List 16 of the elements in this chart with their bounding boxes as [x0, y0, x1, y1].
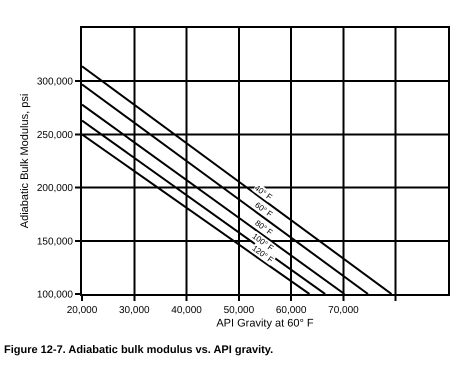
y-tick-label: 150,000 [36, 236, 74, 248]
x-axis-title: API Gravity at 60° F [216, 318, 314, 330]
y-axis-title: Adiabatic Bulk Modulus, psi [18, 94, 31, 228]
caption: Figure 12-7. Adiabatic bulk modulus vs. API gravity. [4, 344, 274, 356]
text: 60° F [253, 200, 274, 220]
y-tick-label: 250,000 [36, 130, 74, 141]
y-tick-label: 200,000 [36, 183, 74, 194]
y-tick-label: 100,000 [36, 290, 74, 300]
x-tick-label: 50,000 [224, 305, 255, 316]
x-tick-label: 70,000 [328, 305, 360, 316]
y-tick-label: 300,000 [36, 76, 74, 88]
x-tick-label: 30,000 [118, 305, 150, 316]
text: 40° F [252, 183, 274, 202]
x-tick-label: 40,000 [171, 305, 202, 316]
x-tick-label: 20,000 [66, 305, 98, 316]
x-tick-label: 60,000 [276, 305, 307, 316]
